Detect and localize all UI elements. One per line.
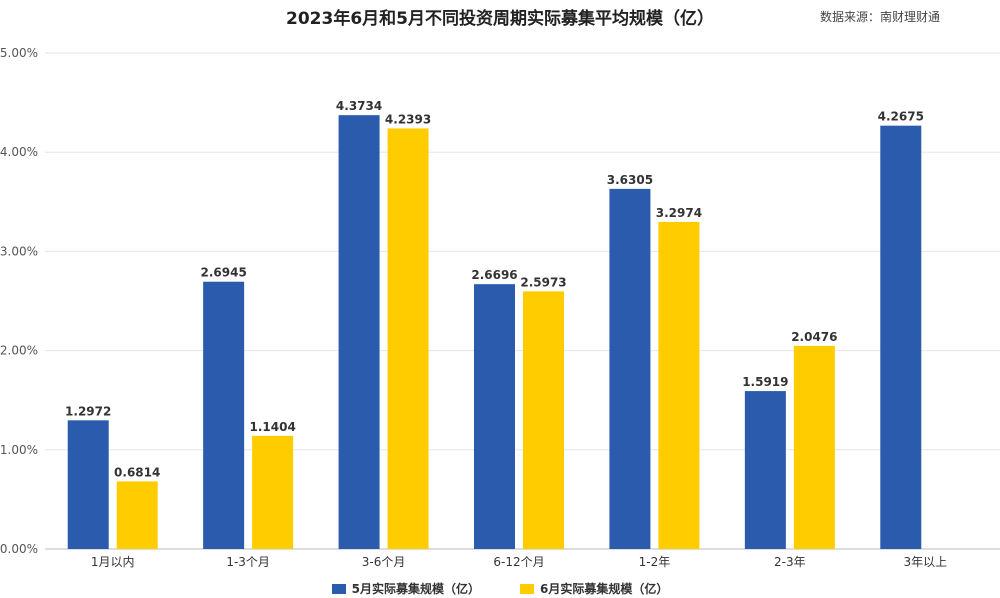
chart-title: 2023年6月和5月不同投资周期实际募集平均规模（亿） <box>286 9 714 29</box>
data-label: 4.2675 <box>878 110 924 124</box>
data-label: 1.1404 <box>249 420 295 434</box>
bar[interactable] <box>609 188 651 549</box>
y-tick-label: 3.00% <box>0 244 38 258</box>
bar[interactable] <box>793 345 835 549</box>
chart-source: 数据来源：南财理财通 <box>819 10 940 24</box>
data-label: 2.6696 <box>471 268 517 282</box>
y-tick-label: 5.00% <box>0 46 38 60</box>
x-tick-label: 1月以内 <box>91 555 135 569</box>
bar[interactable] <box>474 284 515 549</box>
x-tick-label: 1-3个月 <box>226 555 270 569</box>
x-tick-label: 1-2年 <box>639 555 671 569</box>
data-label: 3.6305 <box>607 173 653 187</box>
x-tick-label: 6-12个月 <box>493 555 544 569</box>
bars <box>67 115 922 550</box>
y-tick-label: 0.00% <box>0 542 38 556</box>
bar[interactable] <box>338 115 380 549</box>
data-label: 2.0476 <box>791 330 837 344</box>
data-label: 1.5919 <box>742 375 788 389</box>
bar[interactable] <box>744 391 786 549</box>
bar[interactable] <box>67 420 109 549</box>
bar[interactable] <box>880 125 922 549</box>
y-tick-label: 4.00% <box>0 145 38 159</box>
bar[interactable] <box>387 128 429 550</box>
legend-swatch-june <box>520 583 534 594</box>
data-label: 2.6945 <box>200 266 246 280</box>
bar[interactable] <box>252 435 294 549</box>
legend-label-june: 6月实际募集规模（亿） <box>540 582 669 596</box>
data-label: 4.3734 <box>336 99 382 113</box>
data-label: 3.2974 <box>656 206 702 220</box>
bar[interactable] <box>116 481 158 549</box>
x-tick-label: 3-6个月 <box>362 555 406 569</box>
legend: 5月实际募集规模（亿） 6月实际募集规模（亿） <box>0 580 1000 597</box>
data-label: 4.2393 <box>385 112 431 126</box>
legend-item-may[interactable]: 5月实际募集规模（亿） <box>331 580 480 597</box>
x-tick-label: 3年以上 <box>903 555 947 569</box>
bar[interactable] <box>658 221 700 549</box>
x-axis-ticks: 1月以内 1-3个月 3-6个月 6-12个月 1-2年 2-3年 3年以上 <box>91 555 947 569</box>
bar[interactable] <box>523 291 564 549</box>
y-axis-ticks: 0.00% 1.00% 2.00% 3.00% 4.00% 5.00% <box>0 46 38 556</box>
legend-label-may: 5月实际募集规模（亿） <box>351 582 480 596</box>
data-label: 1.2972 <box>65 404 111 418</box>
x-tick-label: 2-3年 <box>774 555 806 569</box>
legend-item-june[interactable]: 6月实际募集规模（亿） <box>520 580 668 597</box>
y-tick-label: 2.00% <box>0 344 38 358</box>
y-tick-label: 1.00% <box>0 443 38 457</box>
bar[interactable] <box>203 281 245 549</box>
data-label: 2.5973 <box>520 275 566 289</box>
legend-swatch-may <box>331 583 346 594</box>
gridlines <box>45 52 1000 550</box>
data-label: 0.6814 <box>114 465 160 479</box>
